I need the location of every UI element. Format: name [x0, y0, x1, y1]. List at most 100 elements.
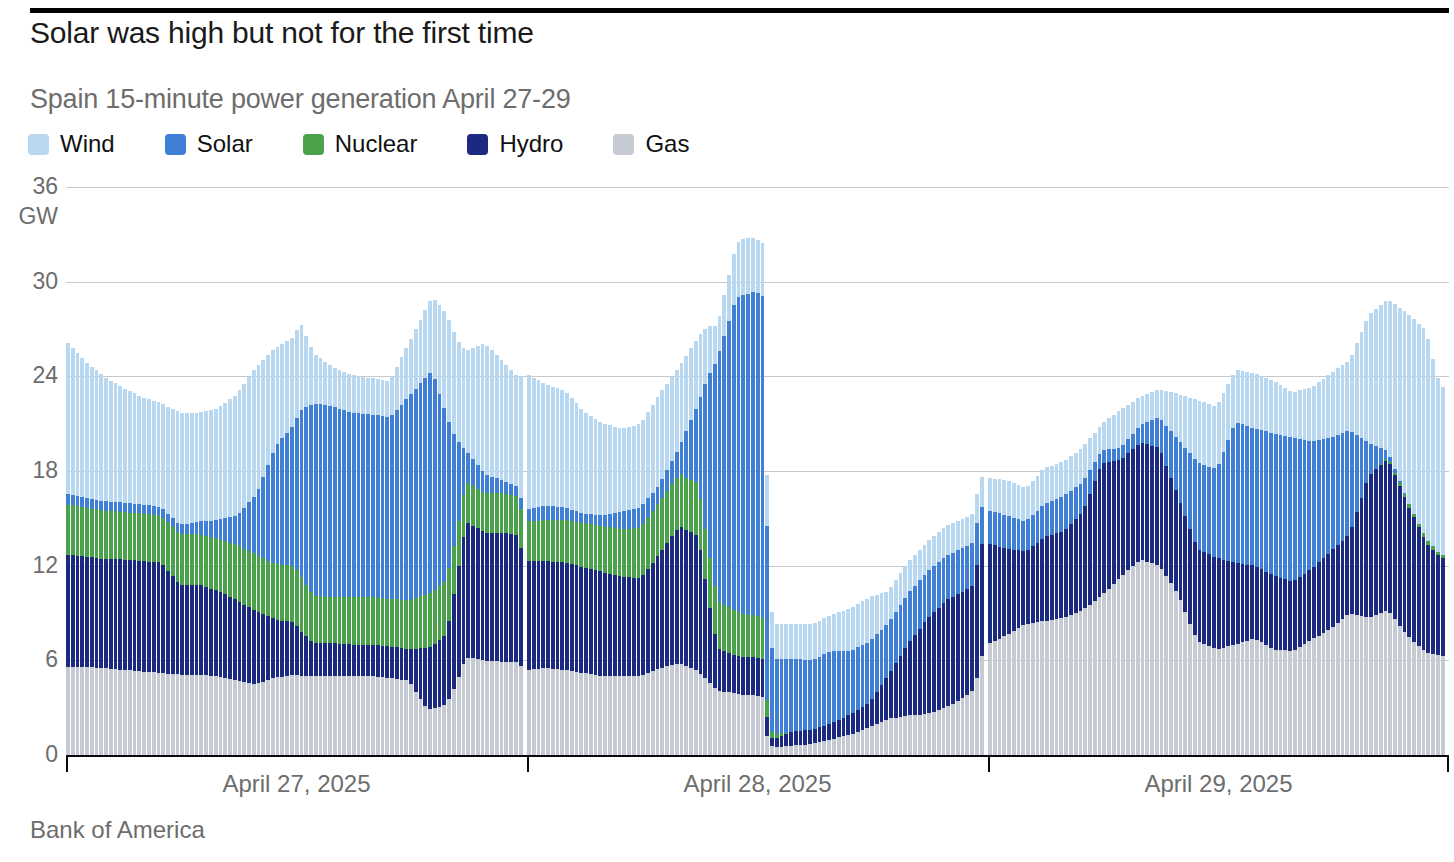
segment-gas [404, 680, 408, 755]
segment-hydro [1160, 453, 1164, 569]
segment-wind [1341, 365, 1345, 433]
segment-solar [1303, 440, 1307, 574]
segment-wind [1312, 386, 1316, 441]
segment-solar [579, 513, 583, 523]
segment-hydro [1241, 564, 1245, 642]
stacked-bar [546, 187, 550, 755]
segment-wind [1088, 438, 1092, 470]
segment-gas [789, 746, 793, 755]
top-rule [30, 8, 1449, 13]
segment-wind [333, 368, 337, 407]
segment-hydro [1031, 546, 1035, 623]
segment-hydro [527, 561, 531, 670]
segment-solar [104, 501, 108, 510]
stacked-bar [338, 187, 342, 755]
segment-gas [799, 745, 803, 755]
stacked-bar [76, 187, 80, 755]
segment-hydro [514, 535, 518, 662]
segment-solar [147, 505, 151, 514]
segment-hydro [1341, 541, 1345, 619]
segment-solar [1264, 431, 1268, 571]
segment-solar [1255, 429, 1259, 567]
segment-wind [751, 238, 755, 292]
segment-solar [1307, 441, 1311, 571]
segment-gas [832, 739, 836, 755]
segment-solar [1112, 449, 1116, 462]
segment-hydro [722, 651, 726, 692]
segment-solar [409, 394, 413, 600]
segment-gas [176, 674, 180, 755]
segment-wind [699, 334, 703, 397]
segment-gas [381, 677, 385, 755]
segment-gas [537, 669, 541, 755]
segment-wind [490, 350, 494, 476]
stacked-bar [1050, 187, 1054, 755]
segment-hydro [803, 730, 807, 744]
segment-hydro [300, 632, 304, 676]
segment-wind [1317, 382, 1321, 440]
segment-gas [1364, 617, 1368, 755]
segment-nuclear [622, 529, 626, 577]
segment-solar [438, 394, 442, 586]
stacked-bar [827, 187, 831, 755]
segment-wind [1426, 339, 1430, 540]
segment-solar [471, 459, 475, 486]
segment-nuclear [737, 612, 741, 656]
segment-wind [500, 360, 504, 480]
stacked-bar [970, 187, 974, 755]
segment-gas [1336, 623, 1340, 755]
segment-gas [808, 744, 812, 755]
segment-solar [622, 511, 626, 529]
segment-gas [1374, 615, 1378, 755]
segment-solar [1336, 435, 1340, 545]
segment-gas [1431, 654, 1435, 755]
segment-wind [1283, 388, 1287, 436]
day-group-2 [527, 187, 984, 755]
segment-wind [827, 616, 831, 652]
segment-gas [1222, 648, 1226, 755]
segment-wind [1117, 411, 1121, 447]
segment-solar [166, 514, 170, 522]
segment-gas [937, 710, 941, 755]
stacked-bar [708, 187, 712, 755]
segment-wind [1260, 376, 1264, 430]
segment-hydro [680, 527, 684, 664]
segment-wind [1069, 456, 1073, 491]
segment-nuclear [532, 521, 536, 561]
segment-wind [1412, 319, 1416, 513]
segment-gas [1245, 641, 1249, 755]
segment-nuclear [366, 597, 370, 644]
segment-wind [1193, 399, 1197, 459]
segment-wind [80, 358, 84, 497]
segment-hydro [1198, 550, 1202, 643]
segment-hydro [1403, 497, 1407, 632]
segment-nuclear [219, 540, 223, 592]
segment-solar [1374, 446, 1378, 469]
segment-solar [1069, 491, 1073, 524]
stacked-bar [204, 187, 208, 755]
segment-solar [185, 524, 189, 535]
segment-hydro [1102, 463, 1106, 594]
segment-gas [993, 641, 997, 755]
stacked-bar [842, 187, 846, 755]
segment-wind [1183, 396, 1187, 448]
segment-solar [942, 558, 946, 603]
segment-gas [357, 676, 361, 755]
segment-gas [713, 688, 717, 755]
stacked-bar [684, 187, 688, 755]
stacked-bar [238, 187, 242, 755]
segment-wind [961, 519, 965, 548]
segment-gas [765, 736, 769, 755]
stacked-bar [1245, 187, 1249, 755]
segment-wind [304, 336, 308, 408]
segment-hydro [147, 562, 151, 672]
segment-solar [404, 399, 408, 600]
segment-hydro [1155, 447, 1159, 565]
segment-gas [1279, 650, 1283, 755]
stacked-bar [176, 187, 180, 755]
segment-hydro [1298, 577, 1302, 647]
stacked-bar [171, 187, 175, 755]
segment-wind [104, 378, 108, 501]
segment-nuclear [509, 495, 513, 534]
stacked-bar [570, 187, 574, 755]
